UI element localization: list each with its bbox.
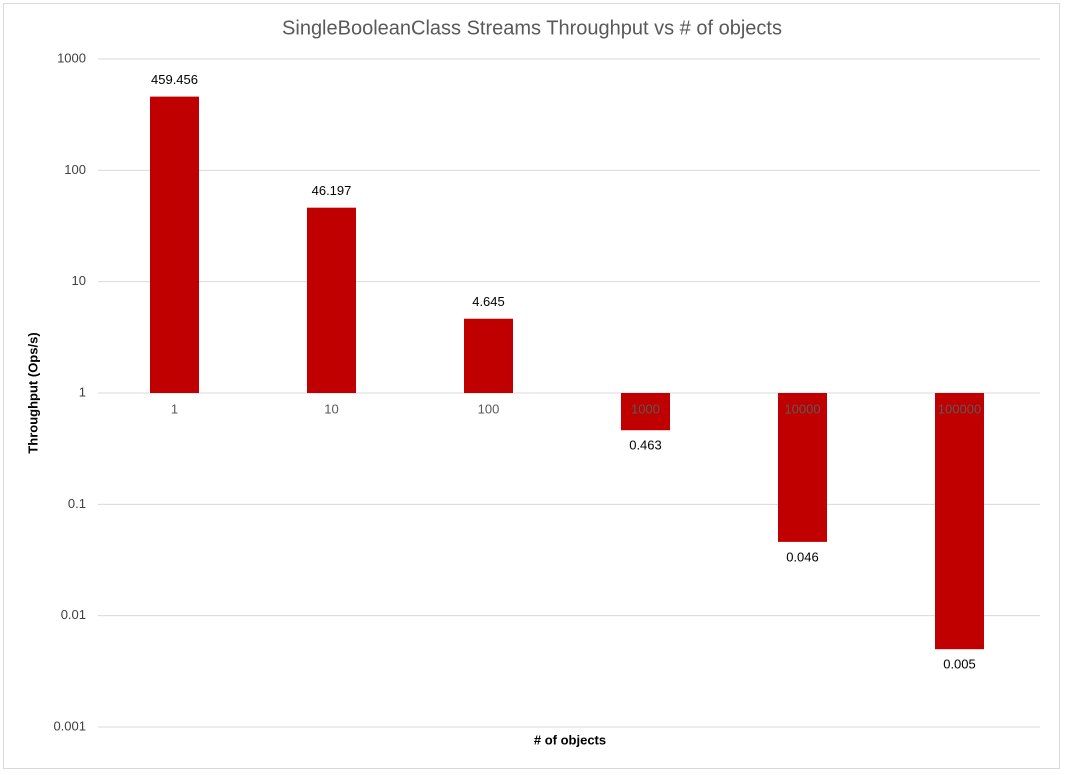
bar [778, 393, 827, 542]
y-tick-label: 10 [72, 273, 86, 288]
data-label: 0.463 [629, 438, 662, 453]
x-tick-label: 100000 [938, 401, 981, 416]
bar [150, 96, 199, 393]
chart-title: SingleBooleanClass Streams Throughput vs… [282, 17, 782, 39]
bar [621, 393, 670, 431]
y-tick-label: 100 [64, 162, 86, 177]
x-tick-label: 1000 [631, 401, 660, 416]
x-tick-label: 10000 [784, 401, 820, 416]
bar [307, 207, 356, 393]
bar [935, 393, 984, 650]
y-axis-title: Throughput (Ops/s) [25, 332, 40, 453]
x-tick-label: 1 [171, 401, 178, 416]
bar [464, 318, 513, 393]
y-tick-label: 0.01 [61, 607, 86, 622]
data-label: 459.456 [151, 72, 198, 87]
y-tick-label: 1000 [57, 50, 86, 65]
data-label: 4.645 [472, 294, 505, 309]
y-tick-label: 0.001 [53, 718, 86, 733]
data-label: 0.046 [786, 549, 819, 564]
x-tick-label: 100 [478, 401, 500, 416]
data-label: 46.197 [312, 183, 352, 198]
x-axis-title: # of objects [534, 732, 606, 747]
data-label: 0.005 [943, 657, 976, 672]
y-tick-label: 0.1 [68, 496, 86, 511]
y-tick-label: 1 [79, 384, 86, 399]
x-tick-label: 10 [324, 401, 338, 416]
